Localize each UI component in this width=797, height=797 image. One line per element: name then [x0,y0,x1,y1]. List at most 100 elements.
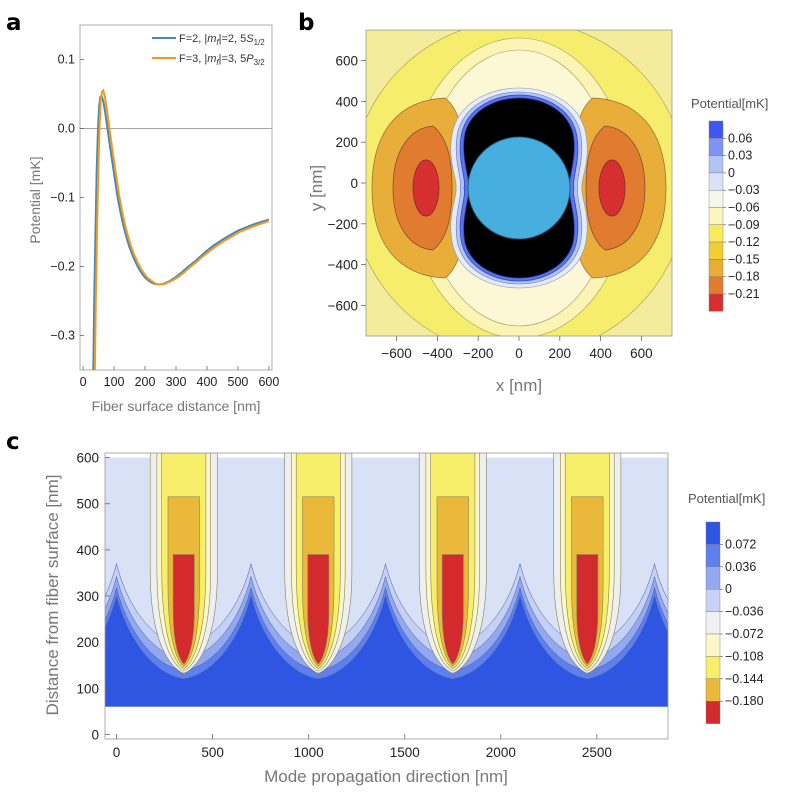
colorbar-label: 0.03 [728,149,752,163]
colorbar-swatch [708,293,724,312]
colorbar-swatch [708,120,724,139]
right-lobe-minus-0.21 [598,159,626,217]
colorbar-swatch [708,224,724,243]
panel-b-ylabel: y [nm] [307,165,326,211]
y-tick-label: 500 [76,497,99,512]
y-tick-label: 400 [335,94,358,109]
y-tick-label: −0.2 [50,260,75,274]
colorbar-label: 0.06 [728,131,752,145]
colorbar-label: 0.036 [725,560,756,574]
x-tick-label: 400 [589,346,612,361]
lobe-1 [149,453,218,674]
x-tick-label: −600 [381,346,411,361]
x-tick-label: 1500 [390,745,420,760]
x-tick-label: 0 [80,375,87,389]
x-tick-label: 300 [166,375,187,389]
colorbar-swatch [705,589,721,612]
y-tick-label: −600 [328,298,358,313]
left-lobe-minus-0.21 [412,159,440,217]
colorbar-label: 0 [728,166,735,180]
colorbar-label: −0.21 [728,287,760,301]
panel-a-letter: a [6,10,22,36]
lobe-contour [441,554,464,665]
legend-label-series-1: F=2, |mf|=2, 5S1/2 [179,33,265,47]
colorbar-b-title: Potential[mK] [691,96,768,111]
y-tick-label: 0.0 [58,122,75,136]
colorbar-c: 0.072 0.036 0 −0.036 −0.072 −0.108 −0.144 −0.18… [705,521,764,724]
colorbar-label: −0.15 [728,252,760,266]
colorbar-swatch [708,241,724,260]
y-tick-label: −400 [328,258,358,273]
panel-c-ylabel: Distance from fiber surface [nm] [43,475,62,716]
colorbar-label: −0.18 [728,270,760,284]
y-tick-label: 600 [335,54,358,69]
x-tick-label: 2500 [582,745,612,760]
colorbar-label: −0.072 [725,627,764,641]
y-tick-label: 0.1 [58,53,75,67]
colorbar-label: −0.180 [725,694,764,708]
y-tick-label: −0.1 [50,191,75,205]
colorbar-swatch [705,611,721,635]
colorbar-b: 0.06 0.03 0 −0.03 −0.06 −0.09 −0.12 −0.15 −0.18 −… [708,120,760,312]
x-tick-label: 1000 [294,745,324,760]
series-line-2 [93,88,270,371]
y-tick-label: 200 [76,635,99,650]
panel-c-contour-plot: 0 500 1000 1500 2000 25000100200300400500600 … [43,451,765,786]
colorbar-swatch [705,544,721,568]
optical-fiber [467,136,571,240]
colorbar-swatch [705,521,721,545]
x-tick-label: 2000 [486,745,516,760]
colorbar-swatch [705,656,721,680]
colorbar-swatch [705,678,721,702]
colorbar-label: 0 [725,582,732,596]
panel-b-letter: b [298,10,314,36]
x-tick-label: 500 [201,745,224,760]
lobe-4 [553,453,622,674]
colorbar-swatch [708,155,724,174]
x-tick-label: 600 [258,375,279,389]
x-tick-label: 0 [515,346,523,361]
lobe-contour [307,554,330,665]
colorbar-label: −0.12 [728,235,760,249]
y-tick-label: 600 [76,451,99,466]
y-tick-label: −0.3 [50,329,75,343]
colorbar-label: 0.072 [725,537,756,551]
colorbar-swatch [708,172,724,191]
x-tick-label: 100 [104,375,125,389]
colorbar-c-title: Potential[mK] [688,491,765,506]
lobe-3 [418,453,487,674]
x-tick-label: 0 [113,745,121,760]
colorbar-swatch [708,259,724,277]
y-tick-label: 200 [335,135,358,150]
colorbar-label: −0.108 [725,649,764,663]
x-tick-label: 600 [630,346,653,361]
x-tick-label: 200 [135,375,156,389]
lobe-2 [284,453,353,674]
y-tick-label: 0 [350,176,358,191]
panel-b-contours [366,30,672,336]
legend-label-series-2: F=3, |mf|=3, 5P3/2 [179,53,265,67]
colorbar-swatch [705,633,721,657]
panel-a-ylabel: Potential [mK] [27,156,43,243]
panel-c-contours [105,453,668,739]
x-tick-label: 400 [197,375,218,389]
panel-c-letter: c [6,429,20,455]
x-tick-label: −200 [463,346,493,361]
band-sat [105,595,668,739]
y-tick-label: 300 [76,589,99,604]
colorbar-label: −0.03 [728,183,760,197]
x-tick-label: −400 [422,346,452,361]
y-tick-label: 0 [91,727,99,742]
lobe-contour [576,554,599,665]
x-tick-label: 200 [549,346,572,361]
x-tick-label: 500 [228,375,249,389]
panel-a-xlabel: Fiber surface distance [nm] [92,398,261,414]
fiber-region [105,706,668,739]
lobe-contour [172,554,195,665]
colorbar-label: −0.036 [725,605,764,619]
colorbar-swatch [708,276,724,295]
colorbar-label: −0.09 [728,218,760,232]
panel-b-contour-plot: −600 −400 −200 0 200 400 600 600 400 200 0 −200 −400… [307,29,768,395]
colorbar-label: −0.144 [725,672,764,686]
